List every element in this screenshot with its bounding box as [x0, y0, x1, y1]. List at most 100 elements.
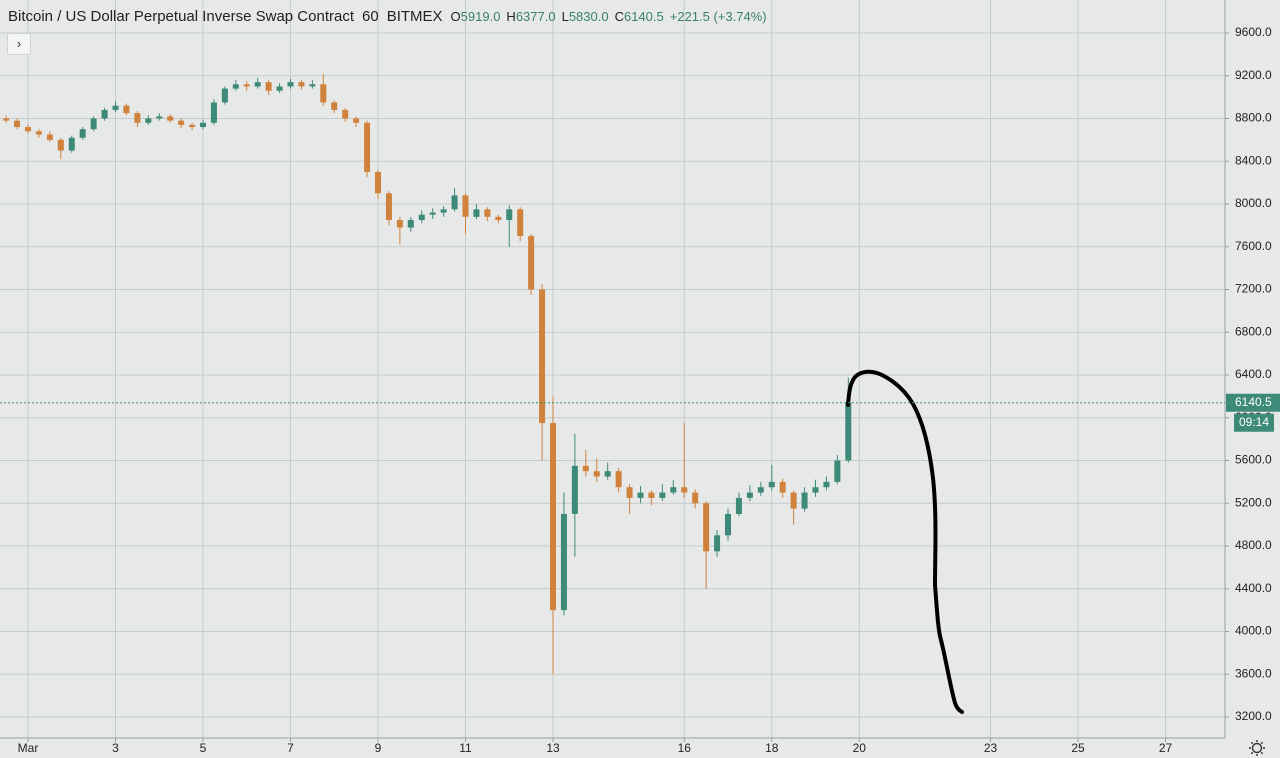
candle-body: [385, 193, 392, 221]
candle-body: [178, 120, 185, 125]
candle-body: [549, 423, 557, 611]
candle-body: [626, 487, 633, 498]
ohlc-item: C6140.5: [615, 9, 664, 24]
candle-body: [714, 535, 721, 552]
x-tick-label: Mar: [18, 741, 39, 755]
y-tick-label: 6800.0: [1235, 324, 1272, 338]
x-tick-label: 11: [459, 741, 472, 755]
candle-body: [768, 481, 775, 488]
candle-body: [571, 465, 578, 514]
candle-body: [418, 214, 425, 221]
last-price-box: [1226, 393, 1280, 412]
candle-body: [582, 465, 589, 472]
x-tick-label: 3: [112, 741, 119, 755]
ohlc-key: L: [561, 9, 569, 24]
candle-body: [342, 109, 349, 119]
x-tick-label: 9: [375, 741, 382, 755]
x-tick-label: 25: [1071, 741, 1085, 755]
ohlc-key: C: [614, 9, 624, 24]
candle-body: [648, 492, 655, 498]
grid: [0, 0, 1225, 738]
candle-body: [506, 209, 513, 221]
y-tick-label: 8800.0: [1235, 111, 1272, 125]
candle-body: [560, 513, 567, 611]
y-tick-label: 4800.0: [1235, 538, 1272, 552]
candle-body: [320, 84, 327, 103]
y-tick-label: 4000.0: [1235, 624, 1272, 638]
candles: [3, 73, 852, 675]
candle-body: [495, 216, 502, 221]
x-tick-label: 18: [765, 741, 779, 755]
x-tick-label: 16: [678, 741, 692, 755]
header: Bitcoin / US Dollar Perpetual Inverse Sw…: [8, 8, 767, 25]
candle-body: [703, 503, 710, 552]
y-tick-label: 3200.0: [1235, 709, 1272, 723]
y-tick-label: 5600.0: [1235, 453, 1272, 467]
interval: 60: [362, 8, 379, 25]
candle-body: [276, 86, 283, 91]
y-tick-label: 6400.0: [1235, 367, 1272, 381]
ohlc-value: 6140.5: [623, 9, 664, 24]
candle-body: [429, 212, 436, 215]
candle-body: [670, 487, 677, 493]
ohlc-item: H6377.0: [506, 9, 555, 24]
candle-body: [210, 102, 217, 123]
candle-body: [265, 82, 272, 91]
candle-body: [353, 118, 360, 123]
candle-body: [615, 471, 622, 488]
candle-body: [735, 497, 742, 514]
y-tick-label: 7200.0: [1235, 282, 1272, 296]
candle-body: [309, 84, 316, 87]
x-tick-label: 23: [984, 741, 998, 755]
candle-body: [112, 105, 119, 110]
candle-body: [681, 487, 688, 493]
candle-body: [801, 492, 808, 509]
candle-body: [46, 134, 53, 140]
candle-body: [396, 220, 403, 228]
candle-body: [539, 289, 546, 424]
candle-body: [57, 139, 64, 151]
ohlc-value: 6377.0: [515, 9, 556, 24]
candle-body: [101, 109, 108, 119]
y-tick-label: 9200.0: [1235, 68, 1272, 82]
candle-body: [90, 118, 97, 130]
candle-body: [232, 84, 239, 89]
candle-body: [79, 129, 86, 138]
candle-body: [254, 82, 261, 87]
candle-body: [451, 195, 458, 210]
ohlc-item: L5830.0: [562, 9, 609, 24]
candle-body: [134, 113, 141, 123]
candle-body: [834, 460, 841, 482]
candle-body: [156, 116, 163, 119]
candle-body: [790, 492, 797, 509]
candle-body: [779, 481, 786, 493]
candle-body: [287, 82, 294, 87]
ohlc-key: O: [450, 9, 461, 24]
candle-body: [14, 120, 21, 128]
ohlc-value: 5919.0: [460, 9, 501, 24]
candle-body: [243, 84, 250, 87]
candle-body: [746, 492, 753, 498]
candle-body: [692, 492, 699, 504]
candle-body: [199, 122, 207, 128]
settings-icon[interactable]: [1249, 740, 1265, 756]
candle-body: [145, 118, 152, 123]
candle-body: [659, 492, 666, 498]
countdown: 09:14: [1239, 415, 1269, 429]
candle-body: [123, 105, 130, 114]
candle-body: [24, 127, 32, 132]
x-tick-label: 27: [1159, 741, 1173, 755]
y-tick-label: 8000.0: [1235, 196, 1272, 210]
candle-body: [845, 402, 852, 461]
candle-body: [812, 487, 819, 493]
y-tick-label: 8400.0: [1235, 153, 1272, 167]
collapse-button[interactable]: ›: [7, 33, 31, 55]
countdown-box: [1234, 413, 1274, 432]
y-tick-label: 3600.0: [1235, 666, 1272, 680]
y-tick-label: 5200.0: [1235, 495, 1272, 509]
candle-body: [167, 116, 174, 121]
candle-body: [473, 209, 480, 217]
